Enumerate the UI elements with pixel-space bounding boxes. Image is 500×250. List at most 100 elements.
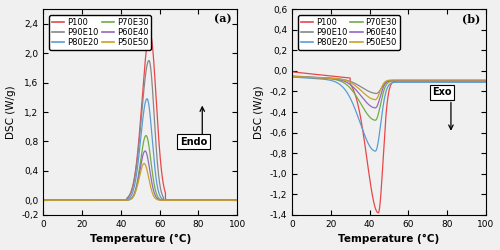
P70E30 — [123, 199, 129, 202]
P70E30 — [230, 199, 236, 202]
P70E30 — [479, 80, 485, 82]
P70E30 — [210, 199, 216, 202]
P100 — [479, 80, 485, 82]
P80E20 — [364, 138, 370, 141]
P100 — [234, 199, 240, 202]
P100 — [372, 205, 378, 208]
P50E50 — [372, 98, 378, 101]
Line: P90E10: P90E10 — [44, 60, 237, 200]
P100 — [62, 199, 68, 202]
P50E50 — [74, 199, 80, 202]
P100 — [376, 212, 382, 214]
P50E50 — [322, 76, 328, 80]
Line: P80E20: P80E20 — [292, 77, 486, 151]
P80E20 — [114, 199, 120, 202]
P60E40 — [210, 199, 216, 202]
P60E40 — [123, 199, 129, 202]
P50E50 — [458, 78, 464, 82]
P80E20 — [123, 199, 129, 202]
P80E20 — [234, 199, 240, 202]
Y-axis label: DSC (W/g): DSC (W/g) — [254, 85, 264, 139]
P100 — [483, 80, 489, 82]
Line: P100: P100 — [292, 72, 486, 213]
P90E10 — [311, 76, 317, 79]
P90E10 — [458, 79, 464, 82]
Y-axis label: DSC (W/g): DSC (W/g) — [6, 85, 16, 139]
Line: P60E40: P60E40 — [292, 76, 486, 108]
P80E20 — [230, 199, 236, 202]
Line: P50E50: P50E50 — [44, 164, 237, 200]
Line: P60E40: P60E40 — [44, 151, 237, 200]
P90E10 — [230, 199, 236, 202]
Line: P100: P100 — [44, 32, 237, 200]
P60E40 — [479, 79, 485, 82]
P90E10 — [146, 59, 152, 62]
P100 — [311, 73, 317, 76]
P90E10 — [479, 79, 485, 82]
P50E50 — [289, 75, 295, 78]
P60E40 — [62, 199, 68, 202]
Line: P90E10: P90E10 — [292, 76, 486, 94]
P70E30 — [234, 199, 240, 202]
P90E10 — [483, 79, 489, 82]
P100 — [458, 80, 464, 82]
P100 — [289, 70, 295, 73]
P80E20 — [479, 81, 485, 84]
P60E40 — [311, 76, 317, 79]
P70E30 — [372, 119, 378, 122]
P90E10 — [123, 199, 129, 202]
P50E50 — [210, 199, 216, 202]
P80E20 — [144, 97, 150, 100]
P80E20 — [210, 199, 216, 202]
P100 — [40, 199, 46, 202]
P70E30 — [143, 134, 149, 137]
P100 — [230, 199, 236, 202]
Legend: P100, P90E10, P80E20, P70E30, P60E40, P50E50: P100, P90E10, P80E20, P70E30, P60E40, P5… — [50, 15, 151, 50]
P100 — [322, 74, 328, 77]
P80E20 — [62, 199, 68, 202]
P70E30 — [364, 111, 370, 114]
P100 — [114, 199, 120, 202]
P60E40 — [458, 79, 464, 82]
P60E40 — [372, 106, 378, 109]
Line: P70E30: P70E30 — [44, 136, 237, 200]
X-axis label: Temperature (°C): Temperature (°C) — [338, 234, 440, 244]
P80E20 — [483, 81, 489, 84]
P60E40 — [114, 199, 120, 202]
P60E40 — [230, 199, 236, 202]
P70E30 — [322, 77, 328, 80]
P70E30 — [458, 80, 464, 82]
P50E50 — [123, 199, 129, 202]
P50E50 — [364, 94, 370, 97]
P90E10 — [210, 199, 216, 202]
P80E20 — [372, 150, 378, 152]
P100 — [123, 199, 129, 202]
P80E20 — [322, 78, 328, 81]
P70E30 — [74, 199, 80, 202]
P80E20 — [74, 199, 80, 202]
Text: (a): (a) — [214, 13, 232, 24]
Line: P50E50: P50E50 — [292, 76, 486, 100]
P50E50 — [114, 199, 120, 202]
P90E10 — [322, 76, 328, 79]
P100 — [74, 199, 80, 202]
P70E30 — [372, 119, 378, 122]
P60E40 — [364, 101, 370, 104]
Line: P80E20: P80E20 — [44, 99, 237, 200]
Legend: P100, P90E10, P80E20, P70E30, P60E40, P50E50: P100, P90E10, P80E20, P70E30, P60E40, P5… — [298, 15, 400, 50]
P70E30 — [289, 75, 295, 78]
P50E50 — [62, 199, 68, 202]
P70E30 — [62, 199, 68, 202]
P50E50 — [141, 162, 147, 165]
P70E30 — [311, 76, 317, 79]
P70E30 — [114, 199, 120, 202]
P90E10 — [74, 199, 80, 202]
P60E40 — [483, 79, 489, 82]
P60E40 — [289, 75, 295, 78]
P60E40 — [40, 199, 46, 202]
P80E20 — [40, 199, 46, 202]
P80E20 — [289, 76, 295, 78]
Line: P70E30: P70E30 — [292, 76, 486, 120]
P60E40 — [74, 199, 80, 202]
P90E10 — [40, 199, 46, 202]
